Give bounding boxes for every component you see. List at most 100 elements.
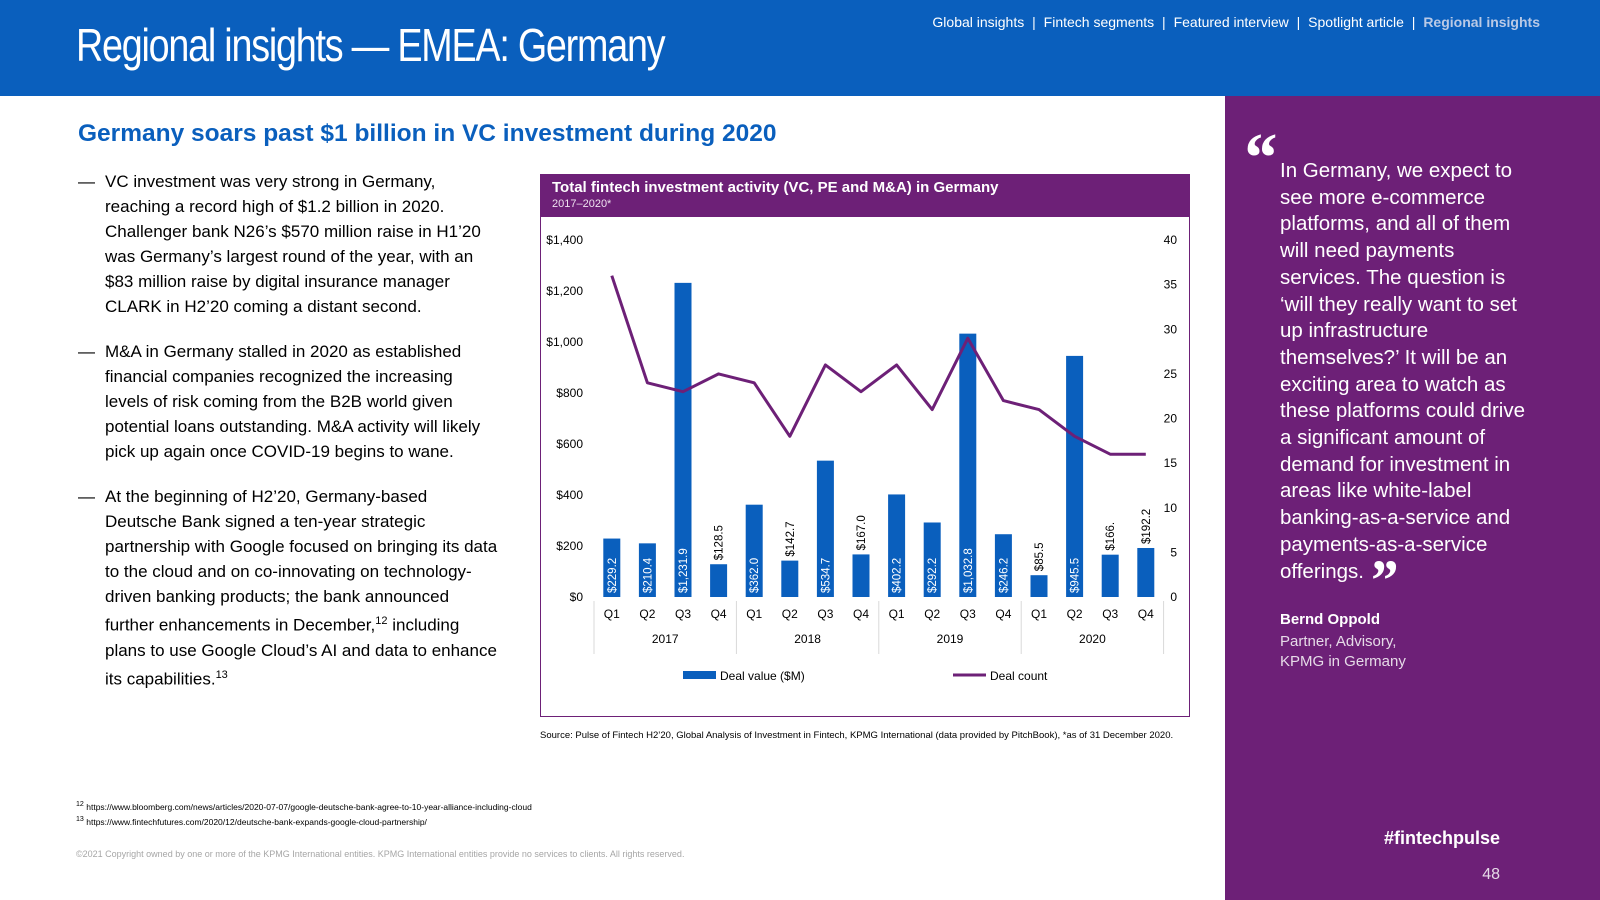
bar bbox=[1137, 547, 1155, 597]
chart-subtitle: 2017–2020* bbox=[552, 198, 612, 210]
bullet-item: — At the beginning of H2’20, Germany-bas… bbox=[78, 484, 498, 691]
chart-plot: $0 $200 $400 $600 $800 $1,000 $1,200 $1,400 0 5 10… bbox=[546, 233, 1178, 683]
top-navigation: Global insights | Fintech segments | Fea… bbox=[932, 14, 1540, 30]
chart-source: Source: Pulse of Fintech H2’20, Global A… bbox=[540, 730, 1174, 741]
bar bbox=[923, 522, 941, 597]
right-axis-tick-label: 5 bbox=[1170, 545, 1177, 559]
footnote-link[interactable]: https://www.bloomberg.com/news/articles/… bbox=[86, 801, 532, 812]
right-axis-tick-label: 35 bbox=[1164, 278, 1178, 292]
bar bbox=[994, 534, 1012, 597]
bar bbox=[603, 538, 621, 597]
author-title: Partner, Advisory, bbox=[1280, 633, 1397, 650]
x-axis-quarter-label: Q3 bbox=[960, 607, 976, 621]
bar bbox=[1030, 575, 1048, 597]
page-title: Regional insights — EMEA: Germany bbox=[76, 19, 666, 71]
bar-value-label: $85.5 bbox=[1034, 542, 1046, 571]
hashtag[interactable]: #fintechpulse bbox=[1383, 828, 1500, 848]
bar-value-label: $229.2 bbox=[607, 558, 619, 593]
legend-bar-swatch bbox=[683, 671, 716, 679]
bar-value-label: $210.4 bbox=[642, 557, 654, 593]
bar-value-label: $945.5 bbox=[1070, 558, 1082, 593]
bar bbox=[781, 560, 799, 597]
nav-separator: | bbox=[1296, 14, 1301, 30]
x-axis-quarter-label: Q1 bbox=[889, 607, 905, 621]
chart-panel: Total fintech investment activity (VC, P… bbox=[540, 174, 1190, 717]
x-axis-quarter-label: Q1 bbox=[604, 607, 620, 621]
deal-count-line bbox=[610, 275, 1146, 456]
bullet-dash: — bbox=[78, 172, 95, 191]
quote-author-role: Partner, Advisory, KPMG in Germany bbox=[1280, 632, 1406, 672]
bar bbox=[852, 554, 870, 597]
bar bbox=[959, 333, 977, 597]
nav-link-featured-interview[interactable]: Featured interview bbox=[1173, 14, 1289, 30]
x-axis-quarter-label: Q4 bbox=[1138, 607, 1154, 621]
x-axis-quarter-label: Q2 bbox=[639, 607, 655, 621]
bullet-list: — VC investment was very strong in Germa… bbox=[78, 169, 498, 711]
bullet-text: M&A in Germany stalled in 2020 as establ… bbox=[105, 342, 481, 461]
left-axis-tick-label: $0 bbox=[570, 590, 584, 604]
bullet-dash: — bbox=[78, 342, 95, 361]
bar-value-label: $1,032.8 bbox=[963, 548, 975, 593]
footnotes: 12 https://www.bloomberg.com/news/articl… bbox=[76, 798, 532, 828]
x-axis-quarter-label: Q2 bbox=[1067, 607, 1083, 621]
nav-link-regional-insights[interactable]: Regional insights bbox=[1423, 14, 1540, 30]
right-axis-tick-label: 0 bbox=[1170, 590, 1177, 604]
author-company: KPMG in Germany bbox=[1280, 653, 1406, 670]
nav-link-global-insights[interactable]: Global insights bbox=[932, 14, 1025, 30]
bar bbox=[710, 564, 728, 597]
bullet-text-tail: including plans to use Google Cloud’s AI… bbox=[105, 615, 497, 689]
x-axis-quarter-label: Q2 bbox=[924, 607, 940, 621]
x-axis-quarter-label: Q1 bbox=[746, 607, 762, 621]
quote-sidebar: “ In Germany, we expect to see more e-co… bbox=[1225, 96, 1600, 900]
close-quote-icon: ” bbox=[1367, 547, 1397, 613]
bullet-item: — M&A in Germany stalled in 2020 as esta… bbox=[78, 339, 498, 464]
x-axis-quarter-label: Q2 bbox=[782, 607, 798, 621]
footnote-number: 13 bbox=[76, 814, 84, 823]
right-axis-tick-label: 25 bbox=[1164, 367, 1178, 381]
bar-value-label: $166. bbox=[1105, 522, 1117, 551]
left-axis-tick-label: $200 bbox=[556, 539, 583, 553]
right-axis-tick-label: 30 bbox=[1164, 322, 1178, 336]
bar-value-label: $246.2 bbox=[998, 558, 1010, 593]
x-axis-quarter-label: Q4 bbox=[853, 607, 869, 621]
left-axis-tick-label: $400 bbox=[556, 488, 583, 502]
footnote: 12 https://www.bloomberg.com/news/articl… bbox=[76, 798, 532, 813]
nav-separator: | bbox=[1032, 14, 1036, 30]
quote-author-name: Bernd Oppold bbox=[1280, 611, 1380, 628]
right-axis-tick-label: 10 bbox=[1164, 501, 1178, 515]
x-axis-quarter-label: Q1 bbox=[1031, 607, 1047, 621]
x-axis-year-label: 2018 bbox=[794, 632, 821, 646]
right-axis-tick-label: 40 bbox=[1164, 233, 1178, 247]
bullet-text: VC investment was very strong in Germany… bbox=[105, 172, 481, 316]
right-axis-tick-label: 20 bbox=[1164, 412, 1178, 426]
nav-link-spotlight-article[interactable]: Spotlight article bbox=[1308, 14, 1404, 30]
section-subheading: Germany soars past $1 billion in VC inve… bbox=[78, 120, 777, 147]
legend-bar-label: Deal value ($M) bbox=[720, 669, 805, 683]
bar bbox=[1066, 355, 1084, 597]
right-axis-tick-label: 15 bbox=[1164, 456, 1178, 470]
quote-body: In Germany, we expect to see more e-comm… bbox=[1280, 159, 1525, 583]
nav-link-fintech-segments[interactable]: Fintech segments bbox=[1043, 14, 1155, 30]
bar-value-label: $402.2 bbox=[892, 558, 904, 593]
footnote: 13 https://www.fintechfutures.com/2020/1… bbox=[76, 813, 532, 828]
chart-header: Total fintech investment activity (VC, P… bbox=[541, 175, 1189, 217]
bar-value-label: $362.0 bbox=[749, 558, 761, 593]
pull-quote: In Germany, we expect to see more e-comm… bbox=[1280, 158, 1540, 609]
x-axis-quarter-label: Q3 bbox=[1102, 607, 1118, 621]
footnote-ref[interactable]: 12 bbox=[375, 615, 388, 627]
bar bbox=[888, 494, 906, 597]
left-axis-tick-label: $1,000 bbox=[546, 335, 583, 349]
footnote-link[interactable]: https://www.fintechfutures.com/2020/12/d… bbox=[86, 816, 427, 827]
bullet-item: — VC investment was very strong in Germa… bbox=[78, 169, 498, 319]
x-axis-year-label: 2017 bbox=[652, 632, 679, 646]
bar-value-label: $534.7 bbox=[820, 558, 832, 593]
left-axis-tick-label: $600 bbox=[556, 437, 583, 451]
left-axis-tick-label: $1,200 bbox=[546, 284, 583, 298]
open-quote-icon: “ bbox=[1241, 120, 1276, 197]
x-axis-quarter-label: Q3 bbox=[817, 607, 833, 621]
bar bbox=[1101, 554, 1119, 597]
nav-separator: | bbox=[1162, 14, 1166, 30]
bar-value-label: $167.0 bbox=[856, 515, 868, 550]
footnote-ref[interactable]: 13 bbox=[215, 668, 228, 681]
header-bar: Regional insights — EMEA: Germany Global… bbox=[0, 0, 1600, 96]
